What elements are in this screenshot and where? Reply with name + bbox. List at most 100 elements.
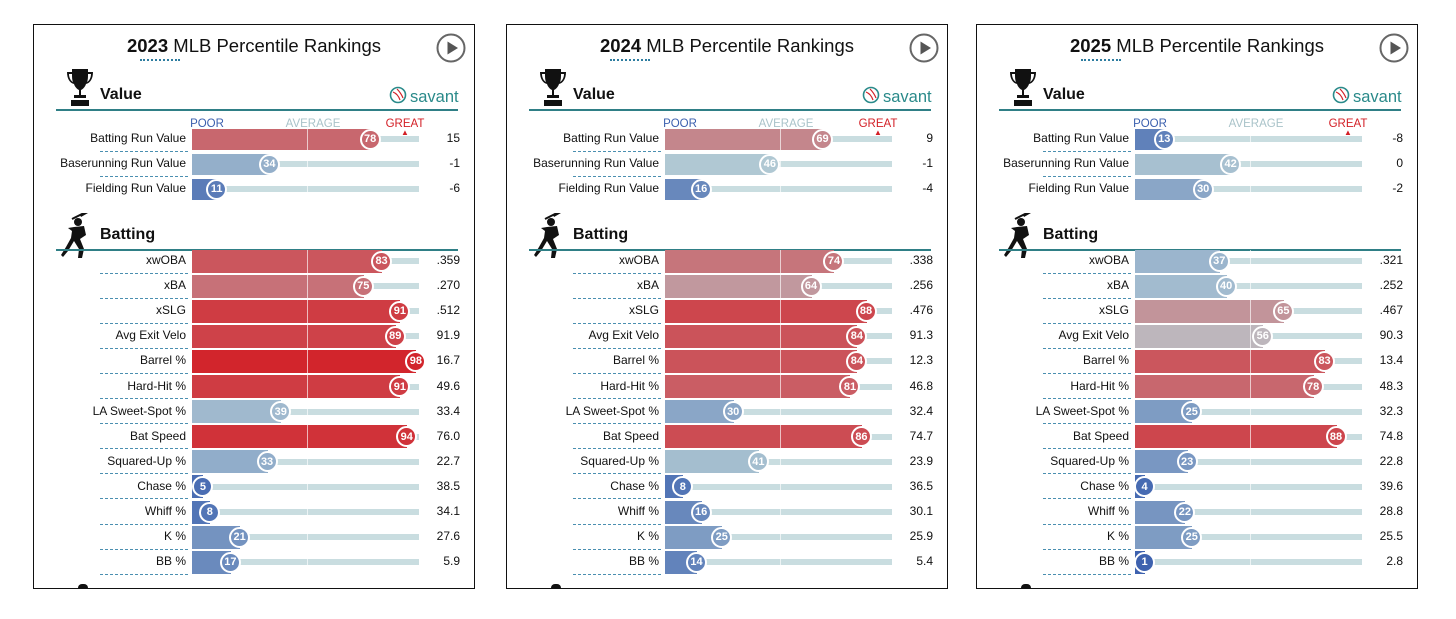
row-divider xyxy=(1043,573,1131,575)
row-divider xyxy=(1043,272,1131,274)
stat-value: .270 xyxy=(436,278,460,293)
percentile-bubble: 17 xyxy=(219,551,241,573)
play-button[interactable] xyxy=(436,33,466,63)
percentile-bar xyxy=(665,299,867,323)
percentile-bubble: 1 xyxy=(1134,551,1155,573)
trophy-icon xyxy=(1007,67,1039,112)
percentile-bar xyxy=(192,249,383,273)
metric-label: Batting Run Value xyxy=(563,131,659,145)
percentile-bar xyxy=(665,153,771,175)
stat-value: 12.3 xyxy=(909,353,933,368)
percentile-bubble: 16 xyxy=(690,501,712,523)
stat-value: .359 xyxy=(436,253,460,267)
percentile-bubble: 33 xyxy=(256,451,278,473)
row-divider xyxy=(573,473,661,475)
scale-label-average: AVERAGE xyxy=(1221,118,1291,130)
percentile-bubble: 42 xyxy=(1220,153,1242,175)
row-divider xyxy=(573,423,661,425)
percentile-bubble: 22 xyxy=(1174,501,1196,523)
section-title-batting: Batting xyxy=(1043,226,1099,243)
percentile-bubble: 64 xyxy=(800,275,822,297)
percentile-bar xyxy=(192,375,401,398)
bar-track xyxy=(1135,136,1362,142)
savant-logo: savant xyxy=(862,86,932,109)
percentile-bar xyxy=(192,324,396,348)
stat-value: 49.6 xyxy=(436,378,460,393)
row-divider xyxy=(100,448,188,450)
row-divider xyxy=(1043,548,1131,550)
title-text: MLB Percentile Rankings xyxy=(168,35,381,56)
stat-value: 25.9 xyxy=(909,529,933,544)
scale-text: AVERAGE xyxy=(1228,118,1284,130)
play-button[interactable] xyxy=(909,33,939,63)
percentile-bubble: 11 xyxy=(206,178,228,200)
stat-value: 28.8 xyxy=(1379,504,1403,518)
percentile-bubble: 94 xyxy=(396,426,418,448)
title-year: 2024 xyxy=(599,35,642,56)
percentile-bar xyxy=(192,128,371,150)
metric-label: Fielding Run Value xyxy=(558,181,659,195)
percentile-bar xyxy=(665,128,823,150)
play-button[interactable] xyxy=(1379,33,1409,63)
stat-value: 2.8 xyxy=(1386,554,1403,569)
row-divider xyxy=(1043,448,1131,450)
stat-value: 30.1 xyxy=(909,504,933,518)
metric-label: xBA xyxy=(636,278,659,293)
metric-label: Bat Speed xyxy=(129,428,186,443)
metric-label: Squared-Up % xyxy=(107,453,186,468)
bar-track xyxy=(665,483,892,490)
stat-value: .338 xyxy=(909,253,933,267)
metric-label: Hard-Hit % xyxy=(127,378,186,393)
stat-value: .467 xyxy=(1379,303,1403,318)
percentile-bubble: 98 xyxy=(405,350,427,372)
savant-text: savant xyxy=(1353,88,1402,106)
row-divider xyxy=(573,272,661,274)
stat-value: 22.8 xyxy=(1379,453,1403,468)
percentile-bubble: 30 xyxy=(722,401,744,423)
metric-label: Barrel % xyxy=(139,353,186,368)
percentile-bubble: 88 xyxy=(855,300,877,322)
bar-track xyxy=(665,408,892,415)
section-title-value: Value xyxy=(573,86,615,103)
stat-value: 36.5 xyxy=(909,478,933,493)
percentile-bubble: 8 xyxy=(199,501,221,523)
percentile-bubble: 91 xyxy=(389,300,411,322)
savant-logo: savant xyxy=(389,86,459,109)
percentile-bar xyxy=(665,324,858,348)
scale-label-great: GREAT ▲ xyxy=(370,118,440,137)
percentile-bubble: 41 xyxy=(747,451,769,473)
percentile-bubble: 16 xyxy=(690,178,712,200)
section-title-batting: Batting xyxy=(573,226,629,243)
bar-track xyxy=(192,186,419,192)
play-icon xyxy=(436,33,466,63)
percentile-bar xyxy=(665,525,723,549)
scale-text: POOR xyxy=(190,118,224,130)
savant-text: savant xyxy=(883,88,932,106)
bar-track xyxy=(665,186,892,192)
row-divider xyxy=(100,150,188,152)
savant-icon xyxy=(1332,86,1350,108)
percentile-bubble: 69 xyxy=(812,128,833,150)
metric-label: K % xyxy=(163,529,186,544)
panel-2023: 2023 MLB Percentile Rankings Value savant P… xyxy=(33,24,475,589)
percentile-bubble: 23 xyxy=(1176,451,1198,473)
scale-label-great: GREAT ▲ xyxy=(1313,118,1383,137)
metric-label: Baserunning Run Value xyxy=(533,156,659,170)
percentile-bar xyxy=(665,425,862,449)
percentile-bar xyxy=(192,525,241,549)
percentile-bubble: 13 xyxy=(1153,128,1175,150)
bar-track xyxy=(665,509,892,515)
next-section-icon xyxy=(78,584,88,588)
percentile-bubble: 25 xyxy=(1181,526,1203,548)
row-divider xyxy=(100,523,188,525)
bar-track xyxy=(192,509,419,515)
row-divider xyxy=(1043,473,1131,475)
scale-arrow-icon: ▲ xyxy=(874,128,882,137)
stat-value: 38.5 xyxy=(436,478,460,493)
stat-value: 74.7 xyxy=(909,428,933,443)
percentile-bubble: 39 xyxy=(270,401,292,423)
percentile-bar xyxy=(665,349,858,373)
metric-label: LA Sweet-Spot % xyxy=(92,403,186,418)
percentile-bubble: 46 xyxy=(759,153,781,175)
metric-label: LA Sweet-Spot % xyxy=(565,403,659,418)
